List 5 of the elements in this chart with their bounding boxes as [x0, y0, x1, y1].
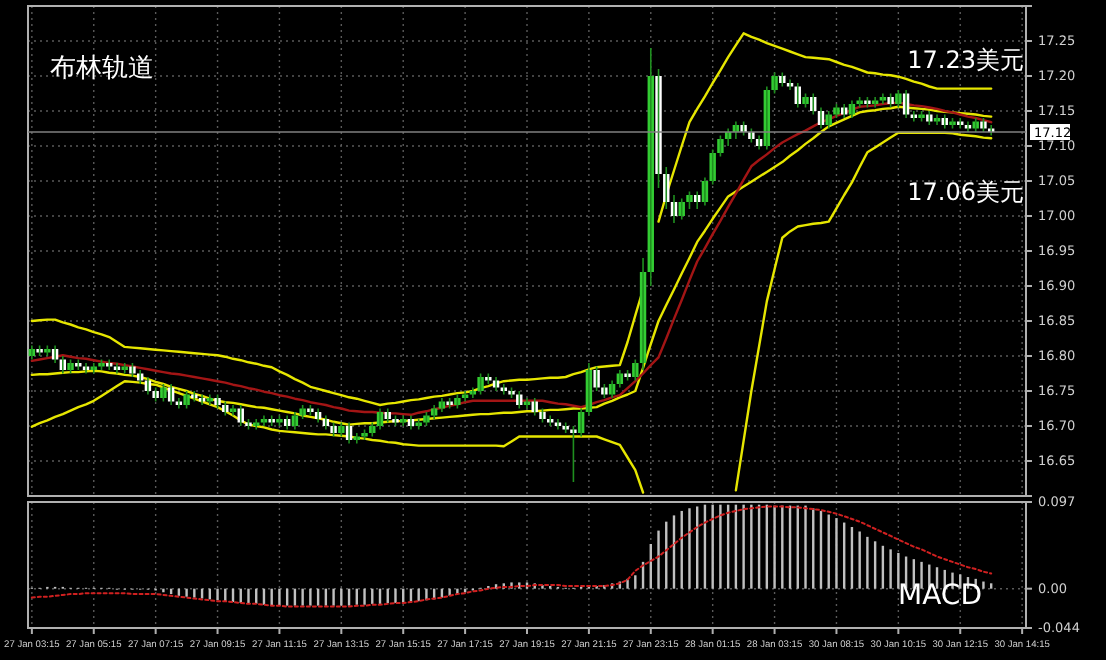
annotation: 17.06美元	[907, 178, 1024, 206]
text: 布林轨道	[50, 54, 154, 84]
text: MACD	[898, 580, 982, 612]
annotation: 17.23美元	[907, 46, 1024, 74]
line-series	[30, 505, 993, 608]
